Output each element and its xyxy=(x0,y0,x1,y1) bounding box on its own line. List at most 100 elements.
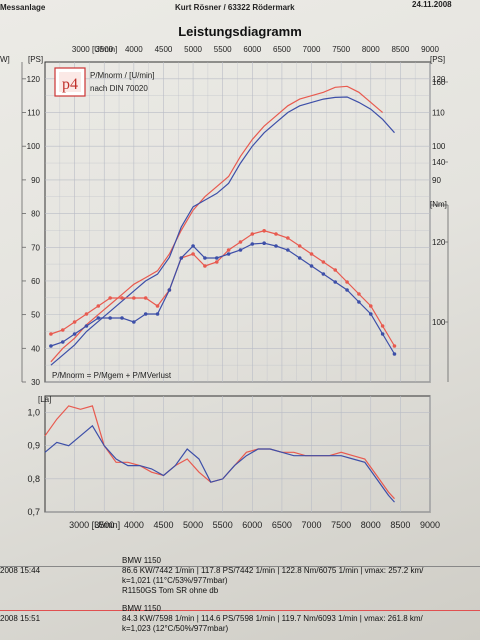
torque-point-run1 xyxy=(214,260,219,264)
torque-point-run2 xyxy=(60,340,65,344)
run1-conditions: k=1,021 (11°C/53%/977mbar) xyxy=(122,576,228,585)
ps-left-tick-label: 80 xyxy=(31,210,40,219)
lambda-line-run1 xyxy=(44,405,395,500)
nm-axis-label: [Nm] xyxy=(430,200,447,209)
ps-left-tick-label: 70 xyxy=(31,243,40,252)
x-tick-label-bottom: 7000 xyxy=(302,520,322,530)
x-tick-label-bottom: 8000 xyxy=(361,520,381,530)
torque-point-run1 xyxy=(380,324,385,328)
legend-box: p4 P/Mnorm / [U/min] nach DIN 70020 xyxy=(54,67,154,97)
torque-point-run2 xyxy=(345,288,349,292)
torque-point-run1 xyxy=(72,320,77,324)
torque-point-run1 xyxy=(96,304,101,308)
x-tick-label-bottom: 8500 xyxy=(390,520,410,530)
run1-legend: BMW 1150 2008 15:44 86.6 KW/7442 1/min |… xyxy=(0,556,423,596)
ps-right-tick-label: 120 xyxy=(432,75,446,84)
ps-left-tick-label: 60 xyxy=(31,277,40,286)
run1-divider xyxy=(0,566,480,567)
torque-point-run1 xyxy=(203,264,207,268)
torque-point-run1 xyxy=(357,292,361,296)
torque-point-run2 xyxy=(203,256,207,260)
torque-point-run2 xyxy=(84,324,89,328)
x-tick-label-bottom: 3500 xyxy=(94,520,114,530)
x-tick-label-top: 4000 xyxy=(125,45,143,54)
torque-point-run2 xyxy=(321,272,326,276)
torque-point-run1 xyxy=(368,304,373,308)
torque-point-run2 xyxy=(286,248,290,252)
run1-note: R1150GS Tom SR ohne db xyxy=(122,586,219,595)
chart-grid xyxy=(45,62,431,513)
logo-bg xyxy=(59,72,81,92)
torque-point-run1 xyxy=(191,252,195,256)
torque-point-run1 xyxy=(60,328,65,332)
x-tick-label-top: 6000 xyxy=(243,45,261,54)
x-tick-label-bottom: 4000 xyxy=(124,520,144,530)
run2-name: BMW 1150 xyxy=(122,604,161,613)
x-tick-label-top: 5500 xyxy=(214,45,232,54)
run2-divider xyxy=(0,610,480,611)
x-tick-label-top: 7000 xyxy=(303,45,321,54)
torque-point-run2 xyxy=(333,280,338,284)
torque-point-run1 xyxy=(84,312,89,316)
torque-point-run1 xyxy=(108,296,112,300)
x-tick-label-bottom: 4500 xyxy=(153,520,173,530)
x-tick-label-top: 8500 xyxy=(391,45,409,54)
power-line-run1 xyxy=(50,85,383,363)
torque-point-run1 xyxy=(321,260,326,264)
lambda-tick-label: 1,0 xyxy=(27,408,40,418)
ps-left-tick-label: 30 xyxy=(31,378,40,387)
run1-stats: 86.6 KW/7442 1/min | 117.8 PS/7442 1/min… xyxy=(122,566,424,575)
run2-stats: 84.3 KW/7598 1/min | 114.6 PS/7598 1/min… xyxy=(122,614,423,623)
run2-date-row: 2008 15:51 84.3 KW/7598 1/min | 114.6 PS… xyxy=(0,614,423,624)
far-left-axis-label: W] xyxy=(0,55,10,64)
lambda-tick-label: 0,8 xyxy=(27,474,40,484)
lambda-tick-label: 0,9 xyxy=(27,441,40,451)
x-tick-label-bottom: 6500 xyxy=(272,520,292,530)
lambda-axis-label: [La] xyxy=(38,395,51,404)
chart-series xyxy=(44,85,397,503)
torque-point-run1 xyxy=(120,296,124,300)
run2-legend: BMW 1150 2008 15:51 84.3 KW/7598 1/min |… xyxy=(0,604,423,634)
run1-date-row: 2008 15:44 86.6 KW/7442 1/min | 117.8 PS… xyxy=(0,566,423,576)
x-tick-label-top: 3500 xyxy=(95,45,113,54)
run2-date: 2008 15:51 xyxy=(0,614,41,623)
torque-point-run2 xyxy=(309,264,314,268)
torque-point-run2 xyxy=(72,332,77,336)
torque-point-run1 xyxy=(345,280,349,284)
header-center: Kurt Rösner / 63322 Rödermark xyxy=(175,3,295,12)
chart-svg: 3000 [U/min]3000 [U/min]3500350040004000… xyxy=(0,45,449,530)
torque-point-run2 xyxy=(191,244,195,248)
torque-point-run1 xyxy=(286,236,290,240)
torque-point-run2 xyxy=(297,256,302,260)
torque-point-run2 xyxy=(120,316,124,320)
legend-line-1: P/Mnorm / [U/min] xyxy=(90,71,154,80)
ps-right-tick-label: 110 xyxy=(432,109,445,118)
ps-right-axis-label: [PS] xyxy=(430,55,445,64)
x-tick-label-bottom: 5500 xyxy=(213,520,233,530)
header-date: 24.11.2008 xyxy=(412,0,452,9)
torque-point-run1 xyxy=(143,296,148,300)
torque-point-run2 xyxy=(214,256,219,260)
power-line-run2 xyxy=(50,96,395,366)
x-tick-label-top: 9000 xyxy=(421,45,439,54)
torque-point-run2 xyxy=(49,344,53,348)
lambda-tick-label: 0,7 xyxy=(27,507,40,517)
ps-left-tick-label: 110 xyxy=(27,109,40,118)
ps-left-tick-label: 40 xyxy=(31,344,40,353)
page-title: Leistungsdiagramm xyxy=(178,24,302,39)
torque-point-run1 xyxy=(392,344,397,348)
x-tick-label-bottom: 7500 xyxy=(331,520,351,530)
torque-point-run2 xyxy=(357,300,361,304)
nm-tick-label: 100 xyxy=(432,318,446,327)
torque-point-run2 xyxy=(155,312,160,316)
x-tick-label-bottom: 9000 xyxy=(420,520,440,530)
x-tick-label-top: 6500 xyxy=(273,45,291,54)
ps-right-tick-label: 100 xyxy=(432,142,446,151)
x-tick-label-bottom: 6000 xyxy=(242,520,262,530)
torque-point-run2 xyxy=(250,242,255,246)
torque-point-run1 xyxy=(132,296,136,300)
torque-point-run1 xyxy=(226,248,231,252)
torque-point-run2 xyxy=(238,248,243,252)
legend-line-2: nach DIN 70020 xyxy=(90,84,148,93)
